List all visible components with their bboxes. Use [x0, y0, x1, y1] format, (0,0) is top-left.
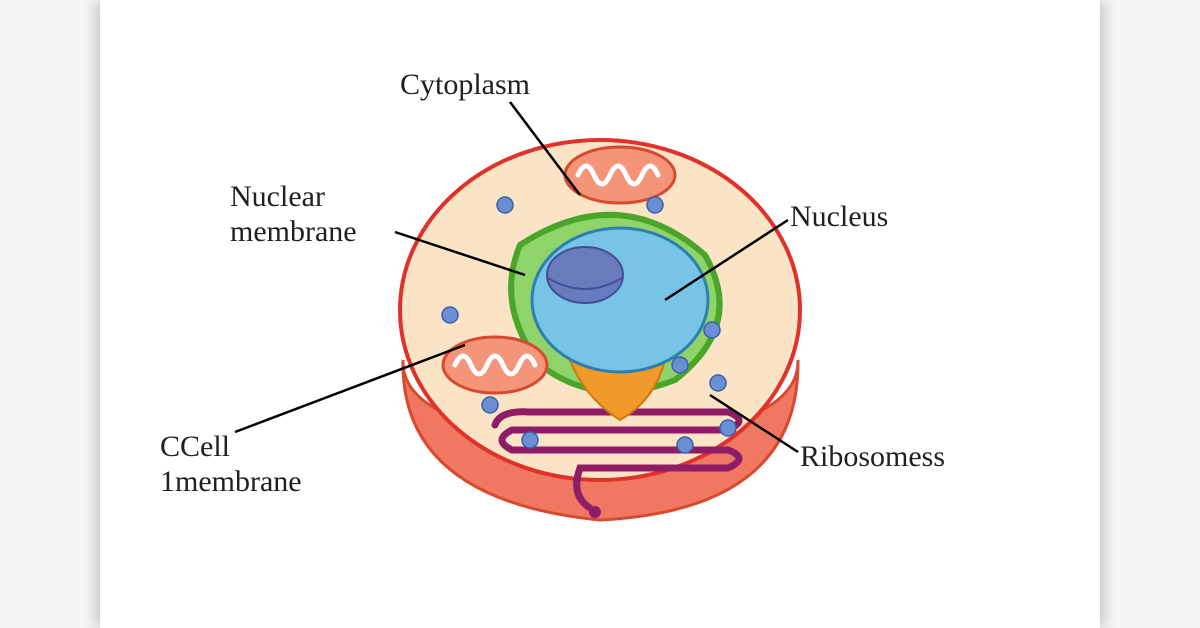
- label-cell-membrane: CCell 1membrane: [160, 430, 302, 499]
- label-ribosomes: Ribosomess: [800, 440, 945, 475]
- label-nuclear-membrane: Nuclear membrane: [230, 180, 357, 249]
- nucleolus: [547, 247, 623, 303]
- page-card: Cytoplasm Nuclear membrane Nucleus CCell…: [100, 0, 1100, 628]
- label-nucleus: Nucleus: [790, 200, 888, 235]
- cell-diagram-svg: [100, 0, 1100, 628]
- label-cytoplasm: Cytoplasm: [400, 68, 530, 103]
- mitochondrion-left: [443, 337, 547, 393]
- nucleus-organelle: [532, 228, 708, 372]
- mitochondrion-top: [565, 147, 675, 203]
